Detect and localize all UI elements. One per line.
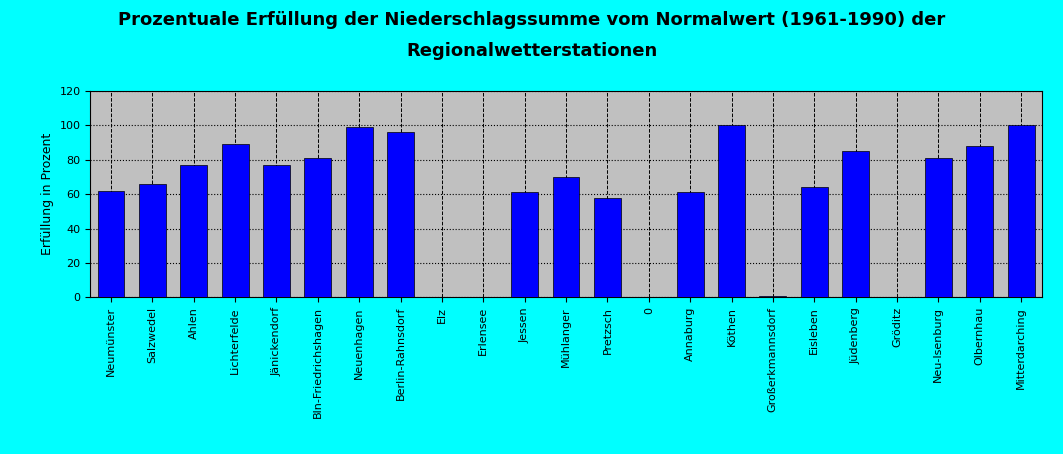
Bar bbox=[842, 151, 870, 297]
Bar bbox=[719, 125, 745, 297]
Bar bbox=[594, 197, 621, 297]
Bar bbox=[759, 296, 787, 297]
Bar bbox=[139, 184, 166, 297]
Bar bbox=[925, 158, 951, 297]
Bar bbox=[181, 165, 207, 297]
Bar bbox=[263, 165, 290, 297]
Bar bbox=[222, 144, 249, 297]
Bar bbox=[387, 132, 414, 297]
Bar bbox=[1008, 125, 1034, 297]
Y-axis label: Erfüllung in Prozent: Erfüllung in Prozent bbox=[41, 133, 54, 255]
Bar bbox=[304, 158, 332, 297]
Bar bbox=[966, 146, 993, 297]
Bar bbox=[345, 127, 373, 297]
Text: Regionalwetterstationen: Regionalwetterstationen bbox=[406, 42, 657, 60]
Bar bbox=[677, 192, 704, 297]
Bar bbox=[553, 177, 579, 297]
Bar bbox=[98, 191, 124, 297]
Text: Prozentuale Erfüllung der Niederschlagssumme vom Normalwert (1961-1990) der: Prozentuale Erfüllung der Niederschlagss… bbox=[118, 11, 945, 30]
Bar bbox=[800, 187, 828, 297]
Bar bbox=[511, 192, 538, 297]
